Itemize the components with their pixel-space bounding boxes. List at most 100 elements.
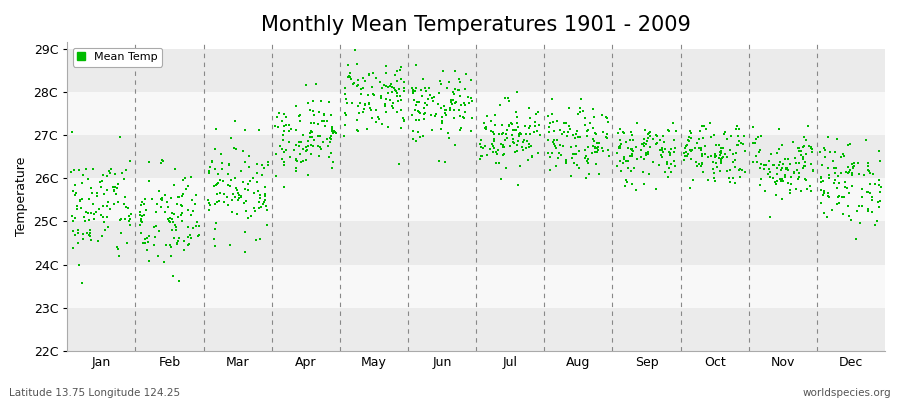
Point bbox=[778, 174, 792, 180]
Point bbox=[510, 124, 525, 130]
Point bbox=[325, 128, 339, 134]
Point bbox=[70, 240, 85, 246]
Point bbox=[839, 169, 853, 175]
Point bbox=[781, 156, 796, 162]
Point bbox=[119, 204, 133, 210]
Point bbox=[242, 153, 256, 159]
Point bbox=[166, 273, 180, 280]
Point bbox=[123, 216, 138, 222]
Point bbox=[76, 172, 90, 178]
Point bbox=[822, 194, 836, 200]
Point bbox=[292, 143, 306, 149]
Point bbox=[427, 94, 441, 100]
Point bbox=[837, 153, 851, 159]
Point bbox=[410, 129, 425, 136]
Point bbox=[464, 94, 479, 101]
Point bbox=[323, 135, 338, 141]
Point bbox=[589, 161, 603, 168]
Point bbox=[828, 169, 842, 176]
Point bbox=[160, 204, 175, 211]
Point bbox=[567, 160, 581, 166]
Point bbox=[586, 114, 600, 120]
Point bbox=[851, 160, 866, 167]
Title: Monthly Mean Temperatures 1901 - 2009: Monthly Mean Temperatures 1901 - 2009 bbox=[261, 15, 691, 35]
Point bbox=[564, 173, 579, 179]
Point bbox=[155, 157, 169, 163]
Point bbox=[382, 90, 396, 96]
Point bbox=[176, 191, 191, 197]
Point bbox=[829, 165, 843, 171]
Point bbox=[531, 109, 545, 116]
Point bbox=[612, 144, 626, 151]
Point bbox=[580, 160, 595, 166]
Point bbox=[247, 204, 261, 211]
Point bbox=[818, 147, 832, 153]
Point bbox=[344, 76, 358, 83]
Point bbox=[362, 100, 376, 106]
Point bbox=[94, 212, 108, 218]
Point bbox=[738, 169, 752, 175]
Point bbox=[95, 233, 110, 240]
Point bbox=[507, 140, 521, 146]
Point bbox=[679, 149, 693, 156]
Point bbox=[295, 158, 310, 164]
Point bbox=[71, 230, 86, 236]
Point bbox=[324, 136, 338, 142]
Point bbox=[438, 107, 453, 114]
Point bbox=[630, 156, 644, 162]
Point bbox=[814, 187, 829, 194]
Point bbox=[666, 120, 680, 126]
Point bbox=[790, 144, 805, 151]
Point bbox=[796, 134, 811, 140]
Point bbox=[708, 160, 723, 166]
Point bbox=[397, 117, 411, 124]
Point bbox=[394, 96, 409, 103]
Point bbox=[838, 179, 852, 186]
Point bbox=[527, 118, 542, 125]
Point bbox=[180, 207, 194, 213]
Point bbox=[789, 186, 804, 192]
Point bbox=[495, 122, 509, 128]
Point bbox=[418, 110, 433, 116]
Point bbox=[592, 171, 607, 177]
Point bbox=[220, 182, 235, 188]
Point bbox=[491, 130, 506, 137]
Point bbox=[775, 195, 789, 202]
Point bbox=[486, 142, 500, 149]
Point bbox=[391, 97, 405, 104]
Point bbox=[141, 233, 156, 240]
Point bbox=[707, 153, 722, 159]
Point bbox=[610, 150, 625, 156]
Point bbox=[844, 217, 859, 223]
Point bbox=[684, 130, 698, 136]
Point bbox=[464, 115, 479, 121]
Point bbox=[288, 127, 302, 133]
Point bbox=[872, 177, 886, 184]
Point bbox=[862, 181, 877, 187]
Point bbox=[295, 131, 310, 138]
Point bbox=[390, 90, 404, 96]
Point bbox=[578, 147, 592, 153]
Point bbox=[394, 125, 409, 131]
Point bbox=[442, 79, 456, 85]
Point bbox=[338, 112, 353, 118]
Point bbox=[358, 78, 373, 84]
Point bbox=[256, 198, 271, 205]
Point bbox=[845, 160, 859, 167]
Point bbox=[169, 224, 184, 230]
Point bbox=[357, 101, 372, 107]
Point bbox=[446, 114, 461, 121]
Point bbox=[724, 133, 739, 139]
Point bbox=[732, 126, 746, 133]
Point bbox=[590, 149, 605, 155]
Point bbox=[572, 165, 586, 172]
Point bbox=[184, 235, 199, 242]
Point bbox=[158, 209, 172, 216]
Point bbox=[480, 151, 494, 158]
Point bbox=[664, 169, 679, 175]
Point bbox=[641, 135, 655, 141]
Point bbox=[725, 159, 740, 166]
Point bbox=[700, 176, 715, 183]
Point bbox=[861, 208, 876, 214]
Point bbox=[629, 186, 643, 193]
